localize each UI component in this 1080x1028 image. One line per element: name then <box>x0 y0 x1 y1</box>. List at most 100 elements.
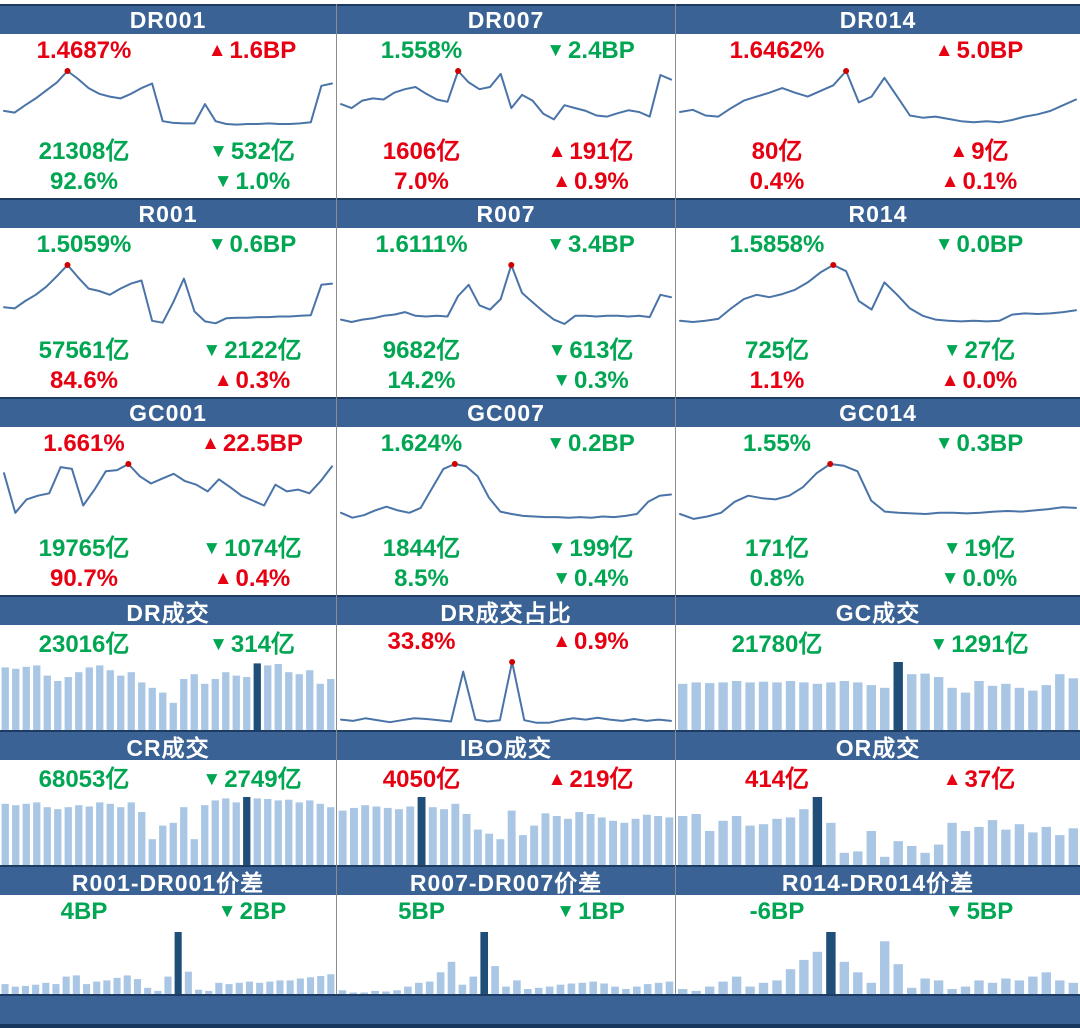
panel-r014-dr014-spread[interactable]: R014-DR014价差 -6BP ▼ 5BP <box>676 865 1080 994</box>
bar <box>43 807 51 865</box>
panel-cr-volume[interactable]: CR成交 68053亿 ▼ 2749亿 <box>0 730 337 865</box>
bar <box>436 972 445 994</box>
panel-r007-dr007-spread[interactable]: R007-DR007价差 5BP ▼ 1BP <box>337 865 676 994</box>
rate-row: 1.6111% ▼ 3.4BP <box>337 228 675 261</box>
share-value: 8.5% <box>394 564 449 592</box>
panel-r001[interactable]: R001 1.5059% ▼ 0.6BP 57561亿 ▼ 2122亿 84.6% ▲ 0.3% <box>0 198 337 397</box>
volume-row: 21308亿 ▼ 532亿 <box>0 132 336 165</box>
panel-or-volume[interactable]: OR成交 414亿 ▲ 37亿 <box>676 730 1080 865</box>
highlighted-bar <box>480 932 488 994</box>
bar <box>316 803 324 865</box>
panel-dr-volume[interactable]: DR成交 23016亿 ▼ 314亿 <box>0 595 337 730</box>
line-path <box>340 264 672 325</box>
bar <box>274 664 282 730</box>
panel-dr014[interactable]: DR014 1.6462% ▲ 5.0BP 80亿 ▲ 9亿 0.4% ▲ 0.1% <box>676 4 1080 198</box>
bar <box>54 809 62 865</box>
line-chart <box>340 68 672 121</box>
bar <box>718 820 728 865</box>
bar <box>307 977 315 994</box>
panel-title: R001-DR001价差 <box>0 865 336 896</box>
line-chart <box>340 262 672 325</box>
bar <box>960 831 971 865</box>
panel-gc-volume[interactable]: GC成交 21780亿 ▼ 1291亿 <box>676 595 1080 730</box>
volume-change: ▲ 37亿 <box>942 766 1016 793</box>
bar <box>85 806 93 865</box>
bar-chart-area <box>676 928 1080 994</box>
bar <box>611 986 619 994</box>
peak-marker-dot <box>830 262 837 268</box>
bar <box>758 824 769 865</box>
bar <box>1 803 9 865</box>
volume-row: 80亿 ▲ 9亿 <box>676 132 1080 165</box>
rate-change: ▼ 2.4BP <box>546 36 635 64</box>
bar <box>974 980 984 994</box>
bar <box>62 976 70 994</box>
panel-dr-volume-share[interactable]: DR成交占比 33.8% ▲ 0.9% <box>337 595 676 730</box>
bar <box>1014 980 1025 994</box>
line-chart <box>3 262 333 325</box>
line-path <box>3 70 333 126</box>
bar <box>274 800 282 865</box>
bar <box>52 984 60 994</box>
peak-marker-dot <box>451 461 458 467</box>
bar <box>462 814 471 865</box>
bar <box>371 990 379 994</box>
bar <box>1041 826 1051 865</box>
bar <box>327 679 335 730</box>
panel-ibo-volume[interactable]: IBO成交 4050亿 ▲ 219亿 <box>337 730 676 865</box>
rate-change: ▼ 0.0BP <box>934 230 1024 258</box>
rate-value: 1.661% <box>43 429 125 457</box>
peak-marker-dot <box>843 68 850 74</box>
bar <box>643 984 652 994</box>
volume-value: 68053亿 <box>38 766 130 793</box>
sparkline-area <box>676 67 1080 132</box>
volume-value: 4050亿 <box>382 766 461 793</box>
share-value: 33.8% <box>387 627 456 655</box>
up-triangle-icon: ▲ <box>547 141 567 162</box>
bar <box>812 951 823 994</box>
peak-marker-dot <box>64 262 71 268</box>
volume-change: ▲ 191亿 <box>547 138 634 165</box>
panel-r007[interactable]: R007 1.6111% ▼ 3.4BP 9682亿 ▼ 613亿 14.2% ▼ 0.3% <box>337 198 676 397</box>
bar <box>745 986 755 994</box>
volume-row: 725亿 ▼ 27亿 <box>676 331 1080 364</box>
bar <box>350 807 358 865</box>
bar <box>184 971 192 994</box>
sparkline-area <box>0 460 336 529</box>
bar-chart <box>1 663 335 730</box>
panel-gc007[interactable]: GC007 1.624% ▼ 0.2BP 1844亿 ▼ 199亿 8.5% ▼ 0.4% <box>337 397 676 595</box>
bar <box>893 841 903 865</box>
bar <box>1001 683 1011 730</box>
down-triangle-icon: ▼ <box>547 340 567 361</box>
panel-dr007[interactable]: DR007 1.558% ▼ 2.4BP 1606亿 ▲ 191亿 7.0% ▲ 0.9% <box>337 4 676 198</box>
footer-bar <box>0 994 1080 1028</box>
volume-value: 19765亿 <box>38 535 130 562</box>
bar <box>513 980 521 994</box>
line-chart <box>3 461 333 514</box>
panel-title: GC007 <box>337 397 675 427</box>
bar <box>947 687 957 730</box>
bar <box>64 807 72 865</box>
bar <box>1028 976 1038 994</box>
bar <box>285 672 293 730</box>
bar <box>772 818 782 865</box>
rate-value: 1.55% <box>742 429 812 457</box>
up-triangle-icon: ▲ <box>934 39 954 61</box>
bar <box>22 666 30 730</box>
panel-gc014[interactable]: GC014 1.55% ▼ 0.3BP 171亿 ▼ 19亿 0.8% ▼ 0.0% <box>676 397 1080 595</box>
spread-value: 5BP <box>398 897 445 925</box>
panel-dr001[interactable]: DR001 1.4687% ▲ 1.6BP 21308亿 ▼ 532亿 92.6% ▼ 1.0% <box>0 4 337 198</box>
volume-row: 1606亿 ▲ 191亿 <box>337 132 675 165</box>
bar <box>327 807 335 865</box>
bar <box>103 980 111 994</box>
bar <box>907 674 917 730</box>
volume-row: 414亿 ▲ 37亿 <box>676 760 1080 793</box>
bar <box>920 852 930 865</box>
panel-r001-dr001-spread[interactable]: R001-DR001价差 4BP ▼ 2BP <box>0 865 337 994</box>
down-triangle-icon: ▼ <box>547 538 567 559</box>
down-triangle-icon: ▼ <box>213 170 233 192</box>
panel-r014[interactable]: R014 1.5858% ▼ 0.0BP 725亿 ▼ 27亿 1.1% ▲ 0.0% <box>676 198 1080 397</box>
volume-value: 725亿 <box>744 337 810 364</box>
panel-gc001[interactable]: GC001 1.661% ▲ 22.5BP 19765亿 ▼ 1074亿 90.7% ▲ 0.4% <box>0 397 337 595</box>
bar <box>609 820 617 865</box>
